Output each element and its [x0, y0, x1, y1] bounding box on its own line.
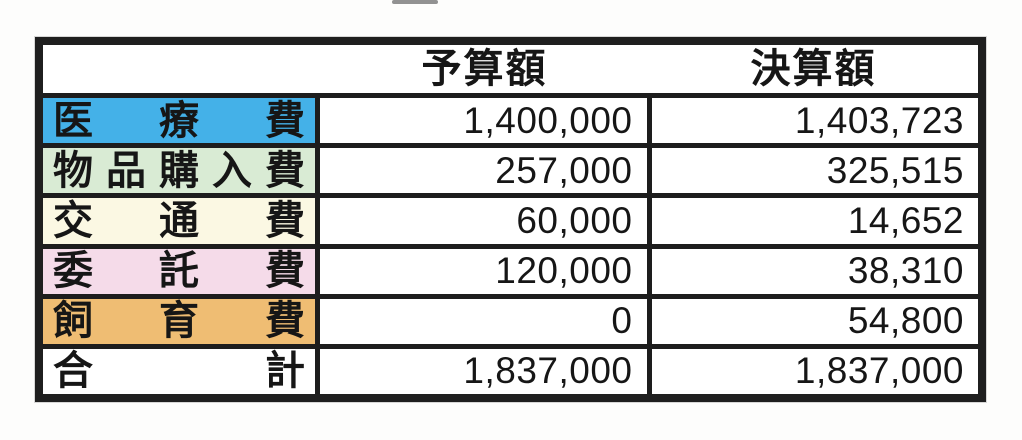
- table-body: 医療費 1,400,000 1,403,723 物品購入費 257,000 32…: [43, 98, 978, 394]
- row-label-text: 委託費: [53, 249, 305, 294]
- budget-settlement-table: 予算額 決算額 医療費 1,400,000 1,403,723 物品購入費 25…: [35, 37, 986, 402]
- row-label-text: 合計: [53, 349, 305, 394]
- header-budget-cell: 予算額: [421, 47, 548, 91]
- table-header-row: 予算額 決算額: [43, 45, 978, 93]
- row-label-goods: 物品購入費: [43, 148, 315, 194]
- budget-value-animal-care: 0: [320, 298, 647, 344]
- budget-value-goods: 257,000: [320, 148, 647, 194]
- row-label-animal-care: 飼育費: [43, 298, 315, 344]
- budget-value-transport: 60,000: [320, 198, 647, 244]
- row-label-text: 飼育費: [53, 299, 305, 344]
- budget-value-outsourcing: 120,000: [320, 248, 647, 294]
- row-label-text: 物品購入費: [53, 148, 305, 193]
- settlement-value-total: 1,837,000: [651, 348, 978, 394]
- header-item-cell: [43, 45, 320, 93]
- row-label-outsourcing: 委託費: [43, 248, 315, 294]
- budget-value-medical: 1,400,000: [320, 98, 647, 144]
- row-label-transport: 交通費: [43, 198, 315, 244]
- scan-artifact-mark: [392, 0, 438, 4]
- settlement-value-animal-care: 54,800: [651, 298, 978, 344]
- row-label-text: 交通費: [53, 198, 305, 243]
- settlement-value-transport: 14,652: [651, 198, 978, 244]
- row-label-medical: 医療費: [43, 98, 315, 144]
- settlement-value-medical: 1,403,723: [651, 98, 978, 144]
- row-label-text: 医療費: [53, 98, 305, 143]
- budget-value-total: 1,837,000: [320, 348, 647, 394]
- header-settlement-cell: 決算額: [750, 47, 877, 91]
- settlement-value-goods: 325,515: [651, 148, 978, 194]
- row-label-total: 合計: [43, 348, 315, 394]
- settlement-value-outsourcing: 38,310: [651, 248, 978, 294]
